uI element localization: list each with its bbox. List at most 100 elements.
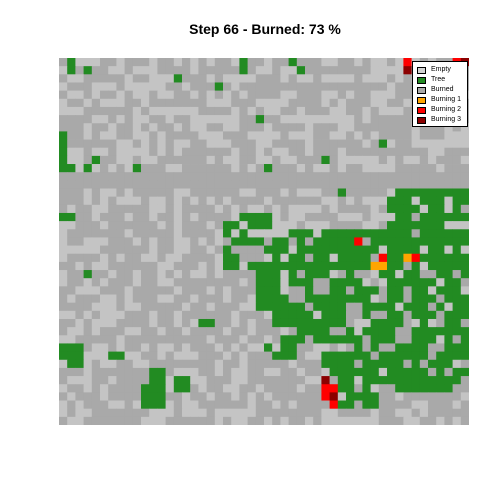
grid-cell-burned (231, 98, 240, 108)
grid-cell-burning2 (411, 253, 421, 263)
grid-cell-tree (313, 270, 322, 279)
grid-cell-tree (460, 229, 469, 238)
grid-cell-burned (165, 98, 175, 108)
grid-cell-burned (337, 327, 347, 336)
grid-cell-burned (141, 310, 150, 320)
grid-cell-empty (313, 204, 322, 214)
grid-cell-empty (116, 98, 125, 108)
grid-cell-tree (264, 278, 273, 287)
grid-cell-empty (75, 155, 84, 165)
grid-cell-burned (182, 221, 191, 230)
grid-cell-burned (149, 343, 158, 352)
grid-cell-burned (264, 115, 273, 124)
grid-cell-empty (272, 367, 281, 377)
grid-cell-empty (346, 212, 355, 222)
grid-cell-empty (132, 196, 142, 206)
grid-cell-tree (264, 245, 273, 255)
grid-cell-burned (173, 335, 183, 344)
grid-cell-burned (91, 416, 101, 425)
grid-cell-burned (313, 416, 322, 425)
grid-cell-tree (329, 318, 339, 328)
grid-cell-burned (387, 343, 396, 352)
grid-cell-burned (91, 131, 101, 140)
grid-cell-empty (305, 115, 314, 124)
grid-cell-empty (141, 82, 150, 92)
grid-cell-empty (59, 384, 68, 393)
grid-cell-empty (67, 294, 76, 304)
grid-cell-empty (108, 400, 117, 410)
grid-cell-empty (214, 270, 224, 279)
grid-cell-burned (419, 359, 429, 369)
grid-cell-tree (444, 384, 453, 393)
grid-cell-empty (124, 188, 134, 198)
grid-cell-burned (116, 384, 125, 393)
grid-cell-burned (239, 123, 248, 132)
grid-cell-burned (231, 335, 240, 344)
grid-cell-empty (264, 58, 273, 67)
grid-cell-tree (116, 351, 125, 361)
grid-cell-tree (337, 237, 347, 246)
grid-cell-burned (247, 278, 257, 287)
grid-cell-burned (329, 66, 339, 75)
grid-cell-burned (264, 327, 273, 336)
grid-cell-burned (305, 335, 314, 344)
grid-cell-empty (116, 115, 125, 124)
grid-cell-burned (165, 335, 175, 344)
grid-cell-burned (157, 302, 166, 312)
grid-cell-burned (190, 204, 199, 214)
grid-cell-tree (157, 400, 166, 410)
grid-cell-tree (329, 237, 339, 246)
grid-cell-tree (395, 245, 404, 255)
grid-cell-empty (132, 327, 142, 336)
grid-cell-burned (116, 286, 125, 295)
grid-cell-empty (223, 384, 232, 393)
grid-cell-tree (403, 270, 412, 279)
grid-cell-tree (264, 212, 273, 222)
grid-cell-burned (346, 147, 355, 157)
grid-cell-burned (239, 180, 248, 189)
grid-cell-tree (337, 261, 347, 271)
grid-cell-empty (165, 343, 175, 352)
grid-cell-burned (124, 245, 134, 255)
grid-cell-empty (444, 196, 453, 206)
grid-cell-burned (100, 155, 109, 165)
grid-cell-tree (378, 376, 388, 385)
grid-cell-tree (296, 310, 306, 320)
grid-cell-tree (239, 66, 248, 75)
grid-cell-burned (91, 221, 101, 230)
grid-cell-empty (321, 416, 330, 425)
grid-cell-empty (231, 367, 240, 377)
grid-cell-burned (91, 367, 101, 377)
grid-cell-tree (173, 376, 183, 385)
grid-cell-empty (280, 253, 289, 263)
grid-cell-tree (370, 245, 380, 255)
grid-cell-tree (354, 392, 363, 401)
grid-cell-empty (329, 115, 339, 124)
grid-cell-tree (132, 164, 142, 173)
grid-cell-tree (182, 384, 191, 393)
grid-cell-burned (337, 82, 347, 92)
grid-cell-burned (370, 82, 380, 92)
grid-cell-tree (411, 294, 421, 304)
grid-cell-burned (346, 318, 355, 328)
grid-cell-empty (387, 164, 396, 173)
grid-cell-empty (75, 261, 84, 271)
grid-cell-burned (198, 253, 207, 263)
grid-cell-tree (428, 221, 437, 230)
grid-cell-empty (198, 115, 207, 124)
grid-cell-burned (272, 327, 281, 336)
grid-cell-burned (165, 196, 175, 206)
grid-cell-tree (321, 261, 330, 271)
grid-cell-burned (354, 115, 363, 124)
grid-cell-burned (116, 221, 125, 230)
grid-cell-burned (395, 172, 404, 181)
grid-cell-empty (288, 212, 298, 222)
grid-cell-burned (280, 58, 289, 67)
grid-cell-burned (231, 66, 240, 75)
grid-cell-burned (206, 253, 216, 263)
grid-cell-burned (165, 139, 175, 149)
grid-cell-burned (223, 58, 232, 67)
grid-cell-tree (59, 351, 68, 361)
grid-cell-burned (231, 180, 240, 189)
grid-cell-empty (157, 343, 166, 352)
